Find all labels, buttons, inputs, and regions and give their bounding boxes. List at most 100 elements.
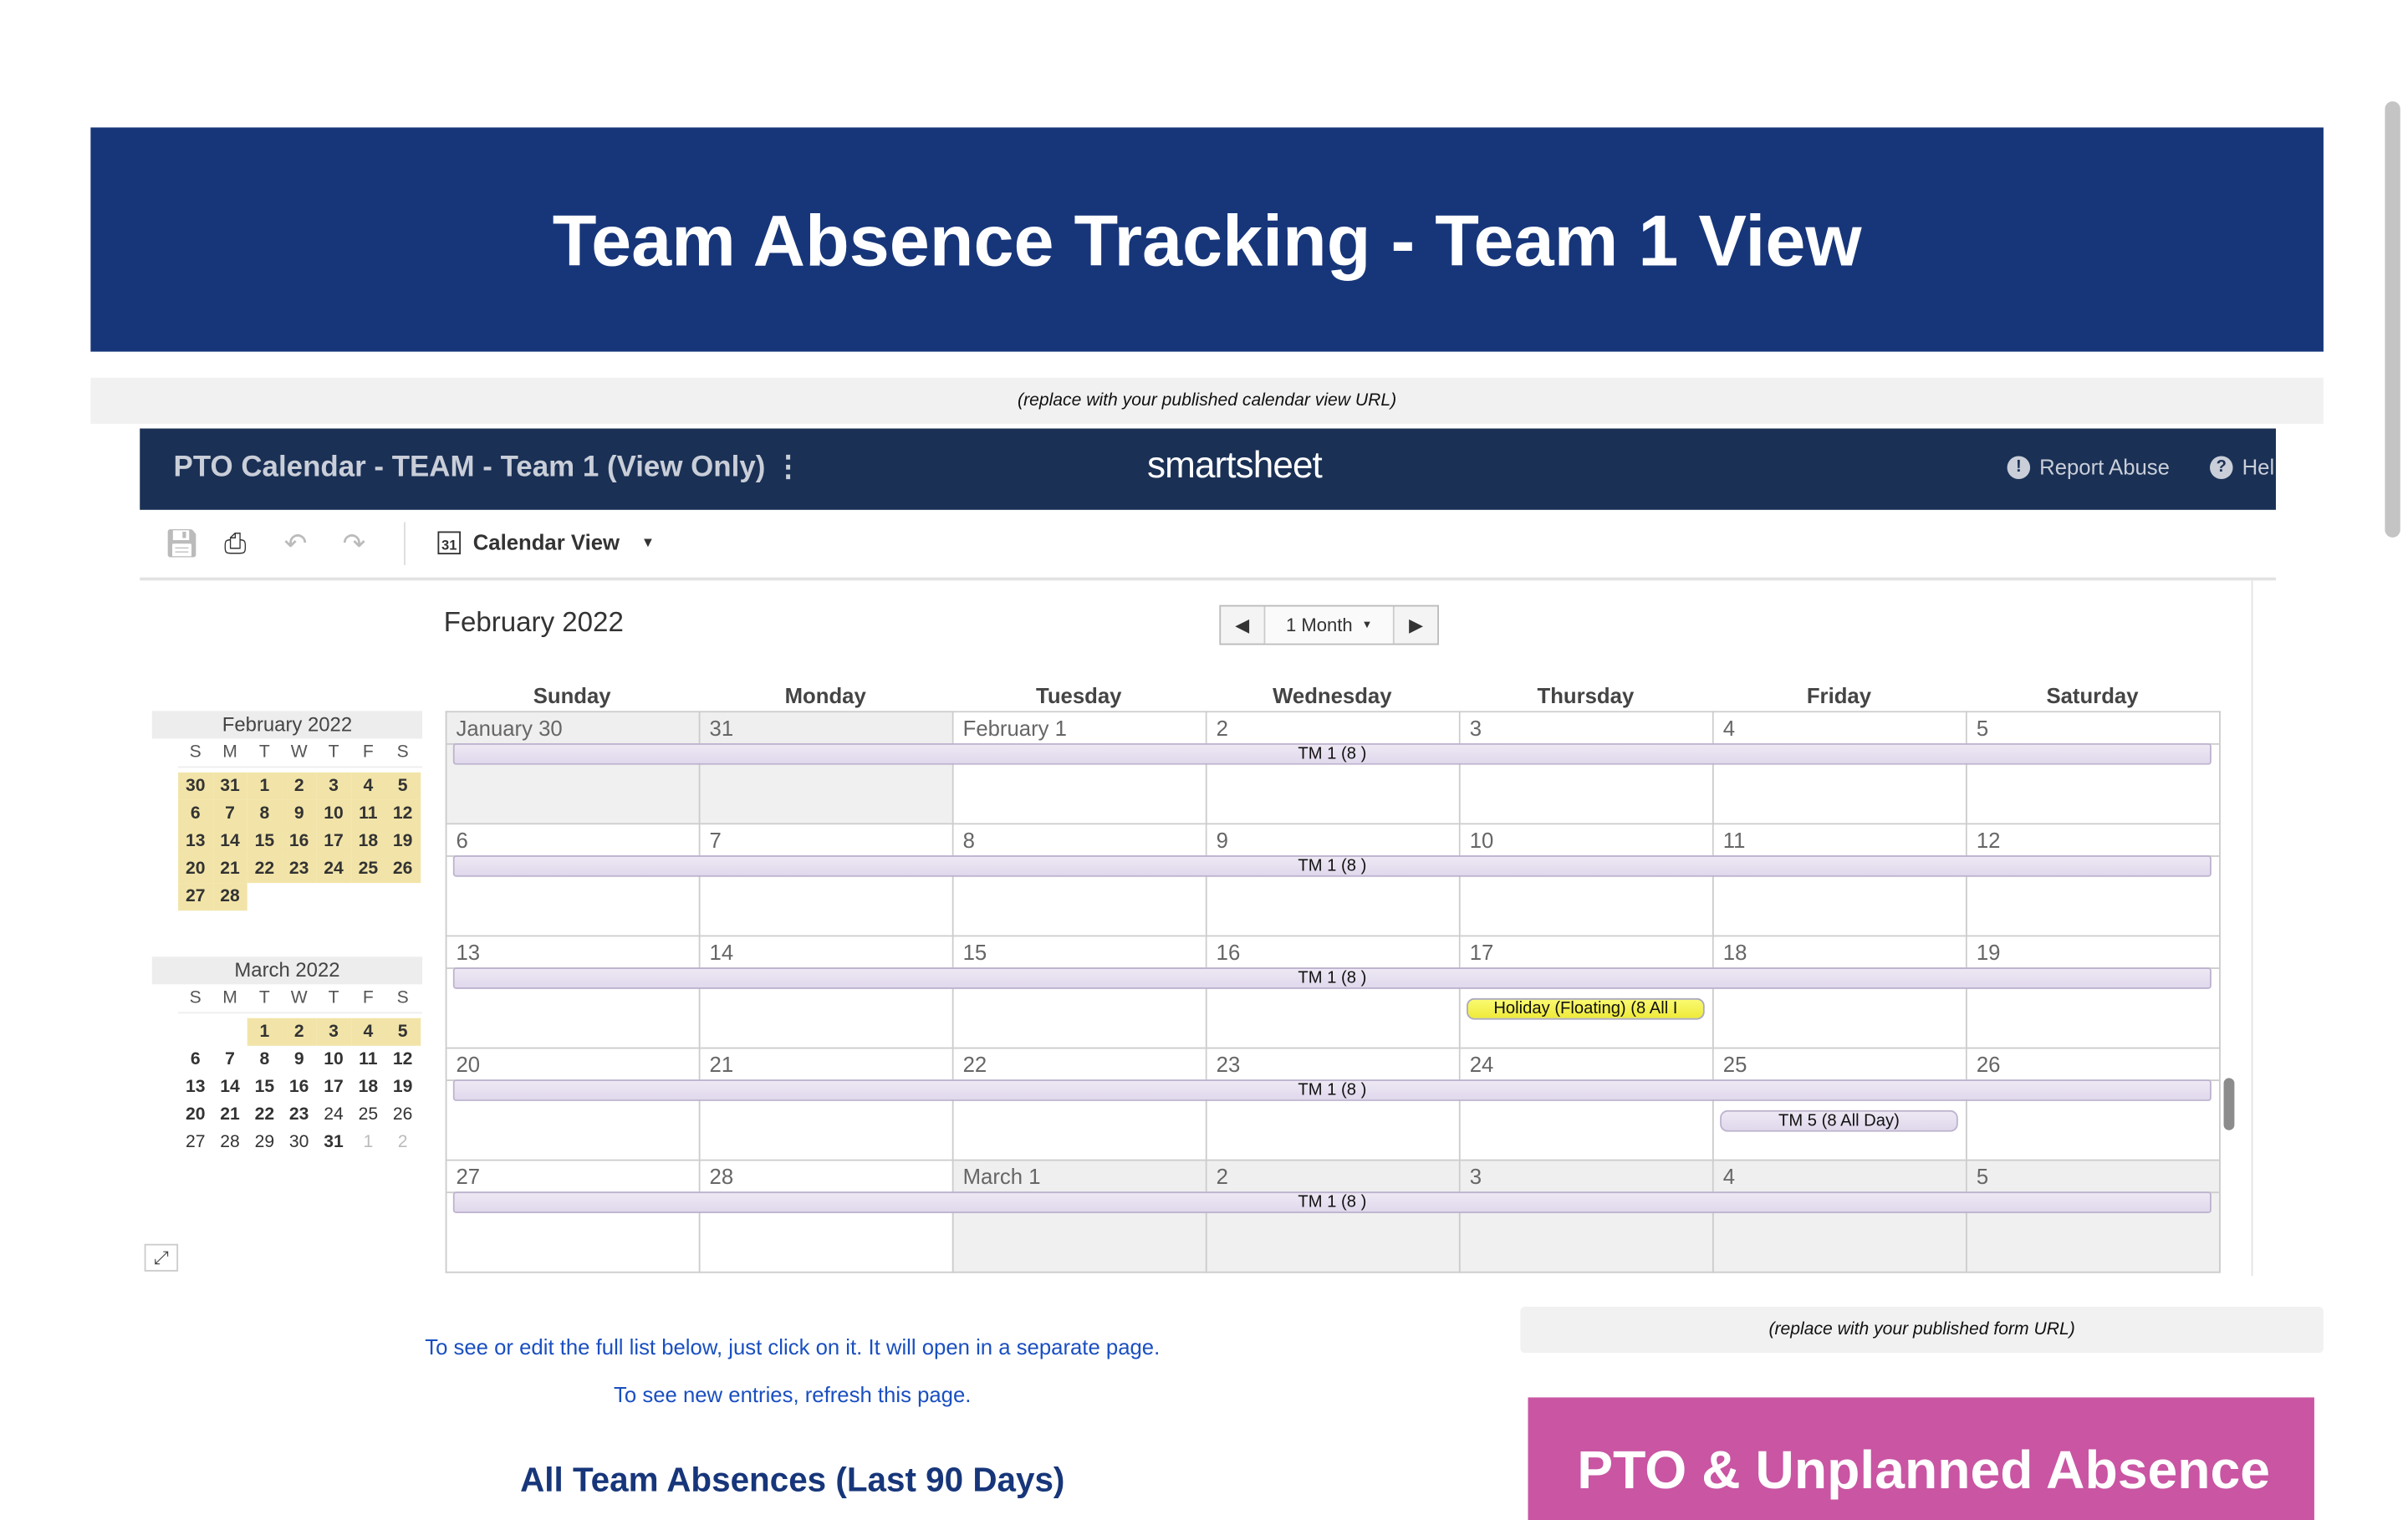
calendar-day-cell[interactable]: 16 [1205,935,1461,1049]
vertical-dots-icon[interactable]: ⋮ [773,451,803,484]
mini-calendar-day[interactable]: 14 [220,1078,240,1097]
mini-calendar-day[interactable]: 15 [254,1078,275,1097]
calendar-day-cell[interactable]: 24 [1458,1047,1714,1161]
mini-calendar-day[interactable]: 13 [178,827,213,856]
mini-calendar-day[interactable]: 31 [212,772,247,800]
range-select[interactable]: 1 Month ▼ [1265,606,1395,644]
mini-calendar-day[interactable]: 11 [350,799,386,828]
mini-calendar-day[interactable]: 24 [316,855,351,884]
calendar-view-dropdown[interactable]: 31 Calendar View ▼ [437,530,655,554]
calendar-day-cell[interactable]: 4 [1712,711,1967,825]
help-link[interactable]: ? Hel [2210,455,2274,479]
mini-calendar-day[interactable]: 1 [247,1018,283,1046]
mini-calendar-day[interactable]: 2 [282,772,317,800]
mini-calendar-day[interactable]: 27 [185,1133,206,1152]
mini-calendar-day[interactable]: 21 [212,855,247,884]
mini-calendar-day[interactable]: 3 [316,772,351,800]
mini-calendar-day[interactable]: 1 [247,772,283,800]
calendar-day-cell[interactable]: 8 [951,823,1207,937]
page-scrollbar-thumb[interactable] [2385,101,2400,538]
mini-calendar-day[interactable]: 24 [324,1105,344,1125]
calendar-day-cell[interactable]: 23 [1205,1047,1461,1161]
calendar-day-cell[interactable]: 10 [1458,823,1714,937]
calendar-day-cell[interactable]: 5 [1965,1159,2221,1273]
mini-calendar-day[interactable]: 8 [247,799,283,828]
mini-calendar-day[interactable]: 18 [358,1078,379,1097]
sheet-title[interactable]: PTO Calendar - TEAM - Team 1 (View Only)… [174,450,803,485]
mini-calendar-day[interactable]: 11 [359,1050,378,1069]
mini-calendar-day[interactable]: 9 [282,799,317,828]
calendar-day-cell[interactable]: 2 [1205,1159,1461,1273]
mini-calendar-day[interactable]: 17 [324,1078,344,1097]
calendar-day-cell[interactable]: 13 [445,935,701,1049]
calendar-event[interactable]: TM 1 (8 ) [452,855,2212,877]
mini-calendar-day[interactable]: 30 [288,1133,309,1152]
calendar-day-cell[interactable]: 14 [698,935,954,1049]
mini-calendar-day[interactable]: 22 [254,1105,275,1125]
calendar-day-cell[interactable]: 3 [1458,1159,1714,1273]
mini-calendar-day[interactable]: 12 [392,1050,413,1069]
calendar-day-cell[interactable]: 21 [698,1047,954,1161]
mini-calendar-day[interactable]: 4 [350,772,386,800]
report-abuse-link[interactable]: ! Report Abuse [2007,455,2170,479]
mini-calendar-day[interactable]: 6 [178,799,213,828]
mini-calendar-day[interactable]: 19 [392,1078,413,1097]
mini-calendar-day[interactable]: 21 [220,1105,240,1125]
calendar-day-cell[interactable]: 25 [1712,1047,1967,1161]
mini-calendar-day[interactable]: 23 [282,855,317,884]
mini-calendar-day[interactable]: 26 [392,1105,413,1125]
calendar-scrollbar-thumb[interactable] [2223,1078,2235,1130]
calendar-day-cell[interactable]: 6 [445,823,701,937]
calendar-day-cell[interactable]: 5 [1965,711,2221,825]
mini-calendar-day[interactable]: 14 [212,827,247,856]
mini-calendar-day[interactable]: 17 [316,827,351,856]
mini-calendar-day[interactable]: 10 [316,799,351,828]
mini-calendar-day[interactable]: 13 [185,1078,206,1097]
calendar-day-cell[interactable]: 28 [698,1159,954,1273]
calendar-day-cell[interactable]: 9 [1205,823,1461,937]
calendar-day-cell[interactable]: January 30 [445,711,701,825]
mini-calendar-day[interactable]: 9 [293,1050,304,1069]
calendar-day-cell[interactable]: 27 [445,1159,701,1273]
mini-calendar-day[interactable]: 12 [385,799,421,828]
info-line-1[interactable]: To see or edit the full list below, just… [425,1334,1161,1359]
calendar-day-cell[interactable]: 17 [1458,935,1714,1049]
calendar-day-cell[interactable]: March 1 [951,1159,1207,1273]
mini-calendar-day[interactable]: 5 [385,1018,421,1046]
calendar-day-cell[interactable]: 18 [1712,935,1967,1049]
next-button[interactable]: ▶ [1409,614,1424,636]
save-icon[interactable]: 💾︎ [164,528,200,559]
calendar-day-cell[interactable]: 11 [1712,823,1967,937]
mini-calendar-day[interactable]: 29 [254,1133,275,1152]
mini-calendar-day[interactable]: 30 [178,772,213,800]
calendar-event[interactable]: TM 1 (8 ) [452,1191,2212,1213]
calendar-day-cell[interactable]: 2 [1205,711,1461,825]
mini-calendar-day[interactable]: 8 [259,1050,270,1069]
calendar-day-cell[interactable]: 31 [698,711,954,825]
mini-calendar-day[interactable]: 26 [385,855,421,884]
mini-calendar-day[interactable]: 25 [350,855,386,884]
calendar-day-cell[interactable]: February 1 [951,711,1207,825]
calendar-event[interactable]: TM 5 (8 All Day) [1720,1109,1958,1132]
calendar-event[interactable]: Holiday (Floating) (8 All I [1467,997,1705,1020]
mini-calendar-day[interactable]: 20 [178,855,213,884]
mini-calendar-day[interactable]: 16 [282,827,317,856]
print-icon[interactable]: ⎙ [224,528,247,559]
mini-calendar-day[interactable]: 2 [397,1133,408,1152]
calendar-event[interactable]: TM 1 (8 ) [452,742,2212,765]
mini-calendar-day[interactable]: 22 [247,855,283,884]
calendar-day-cell[interactable]: 12 [1965,823,2221,937]
mini-calendar-day[interactable]: 5 [385,772,421,800]
mini-calendar-day[interactable]: 7 [212,799,247,828]
calendar-day-cell[interactable]: 15 [951,935,1207,1049]
mini-calendar-day[interactable]: 6 [190,1050,201,1069]
mini-calendar-day[interactable]: 23 [288,1105,309,1125]
mini-calendar-day[interactable]: 15 [247,827,283,856]
mini-calendar-day[interactable]: 28 [212,883,247,911]
calendar-event[interactable]: TM 1 (8 ) [452,1079,2212,1101]
mini-calendar-day[interactable]: 2 [282,1018,317,1046]
mini-calendar-day[interactable]: 1 [363,1133,374,1152]
mini-calendar-day[interactable]: 20 [185,1105,206,1125]
mini-calendar-day[interactable]: 18 [350,827,386,856]
mini-calendar-day[interactable]: 28 [220,1133,240,1152]
